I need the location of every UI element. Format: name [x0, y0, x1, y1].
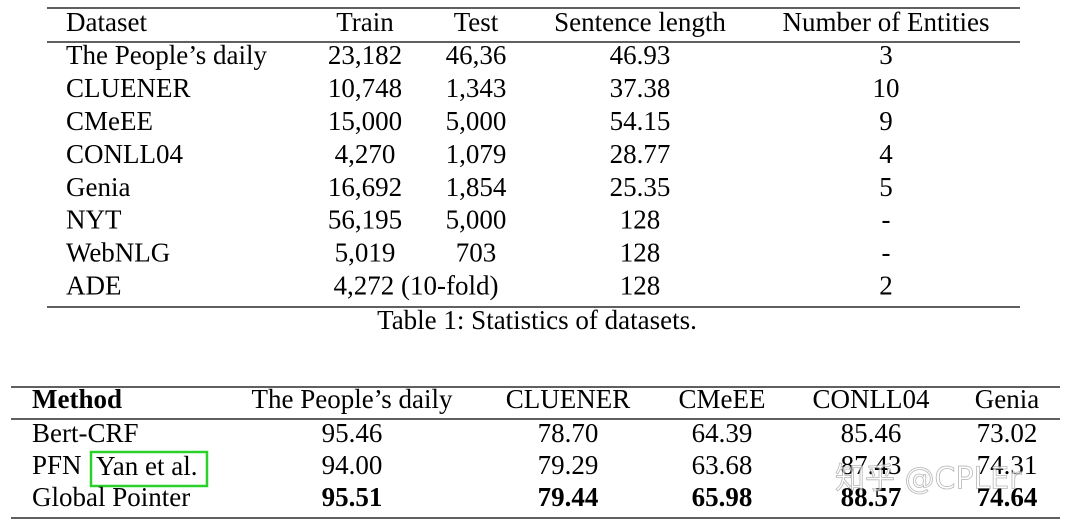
cell: 5,019: [335, 238, 396, 268]
cell: 65.98: [692, 482, 753, 512]
cell: 23,182: [328, 40, 402, 70]
cell: WebNLG: [66, 238, 170, 268]
cell: ADE: [66, 271, 122, 301]
header-cell: CMeEE: [679, 384, 766, 414]
cell: 128: [620, 271, 661, 301]
cell: 85.46: [841, 418, 902, 448]
cell: 54.15: [610, 106, 671, 136]
cell: 10,748: [328, 73, 402, 103]
header-cell: The People’s daily: [252, 384, 453, 414]
cell: 1,854: [446, 172, 507, 202]
cell: -: [882, 238, 891, 268]
cell: 1,343: [446, 73, 507, 103]
cell: 128: [620, 238, 661, 268]
header-cell: CLUENER: [506, 384, 631, 414]
header-cell: Test: [454, 7, 499, 37]
cell: 4,270: [335, 139, 396, 169]
cell: 79.44: [538, 482, 599, 512]
cell: 63.68: [692, 450, 753, 480]
cell: 128: [620, 205, 661, 235]
cell: -: [882, 205, 891, 235]
header-cell: Dataset: [66, 7, 147, 37]
cell: Global Pointer: [32, 482, 190, 512]
cell: 87.43: [841, 450, 902, 480]
cell: 88.57: [841, 482, 902, 512]
cell: CMeEE: [66, 106, 153, 136]
cell: 64.39: [692, 418, 753, 448]
header-cell: Train: [336, 7, 394, 37]
cell: 5,000: [446, 205, 507, 235]
cell: Genia: [66, 172, 130, 202]
header-cell: CONLL04: [813, 384, 930, 414]
cell: 56,195: [328, 205, 402, 235]
header-cell: Sentence length: [554, 7, 726, 37]
cell: 74.64: [977, 482, 1038, 512]
cell: Bert-CRF: [32, 418, 139, 448]
watermark: 知乎 @CPLEr: [835, 462, 1022, 497]
citation-box: [89, 450, 209, 488]
cell: PFN: [32, 450, 82, 480]
citation[interactable]: Yan et al.: [96, 451, 198, 481]
cell: CONLL04: [66, 139, 183, 169]
cell: 73.02: [977, 418, 1038, 448]
cell: 46,36: [446, 40, 507, 70]
cell: 15,000: [328, 106, 402, 136]
cell: 5,000: [446, 106, 507, 136]
cell: 2: [879, 271, 893, 301]
cell: 4,272 (10-fold): [334, 271, 499, 301]
cell: 5: [879, 172, 893, 202]
cell: 4: [879, 139, 893, 169]
cell: 95.51: [322, 482, 383, 512]
cell: 16,692: [328, 172, 402, 202]
cell: The People’s daily: [66, 40, 267, 70]
cell: 78.70: [538, 418, 599, 448]
cell: 25.35: [610, 172, 671, 202]
cell: 94.00: [322, 450, 383, 480]
cell: 46.93: [610, 40, 671, 70]
cell: 37.38: [610, 73, 671, 103]
caption: Table 1: Statistics of datasets.: [377, 305, 697, 335]
cell: 9: [879, 106, 893, 136]
cell: 3: [879, 40, 893, 70]
cell: CLUENER: [66, 73, 191, 103]
header-cell: Genia: [975, 384, 1039, 414]
cell: NYT: [66, 205, 122, 235]
cell: 1,079: [446, 139, 507, 169]
cell: 74.31: [977, 450, 1038, 480]
cell: 703: [456, 238, 497, 268]
cell: 95.46: [322, 418, 383, 448]
header-cell: Method: [32, 384, 122, 414]
cell: 79.29: [538, 450, 599, 480]
cell: 28.77: [610, 139, 671, 169]
cell: 10: [873, 73, 900, 103]
header-cell: Number of Entities: [783, 7, 990, 37]
